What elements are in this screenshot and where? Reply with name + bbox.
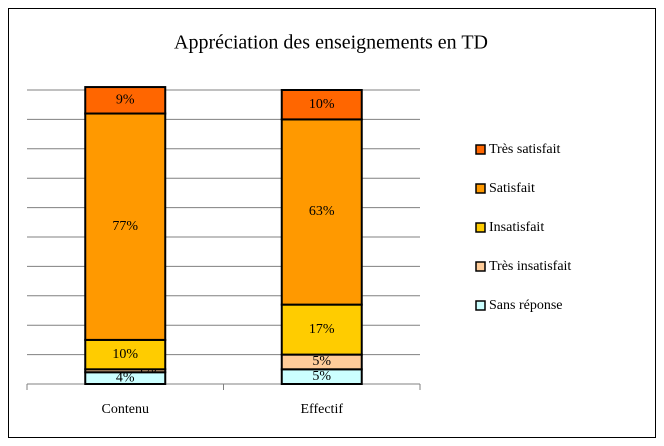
- bar-segment: [280, 118, 363, 306]
- chart-title: Appréciation des enseignements en TD: [174, 32, 488, 54]
- bar-segment: [280, 303, 363, 356]
- legend-label: Sans réponse: [489, 298, 563, 313]
- data-label: 77%: [112, 219, 138, 234]
- legend-label: Satisfait: [489, 181, 535, 196]
- legend-swatch: [475, 300, 486, 311]
- bar-segment: [84, 338, 167, 371]
- data-label: 63%: [309, 204, 335, 219]
- bar-segment: [84, 86, 167, 115]
- data-label: 9%: [116, 93, 135, 108]
- x-tick-label: Contenu: [102, 402, 149, 417]
- legend-swatch: [475, 222, 486, 233]
- data-label: 10%: [309, 97, 335, 112]
- x-tick-label: Effectif: [301, 402, 344, 417]
- data-label: 17%: [309, 322, 335, 337]
- data-label: 5%: [312, 369, 331, 384]
- legend-label: Très insatisfait: [489, 259, 571, 274]
- bar-segment: [280, 89, 363, 121]
- legend-swatch: [475, 144, 486, 155]
- legend-label: Très satisfait: [489, 142, 561, 157]
- data-label: 5%: [312, 354, 331, 369]
- legend-swatch: [475, 261, 486, 272]
- legend-label: Insatisfait: [489, 220, 544, 235]
- data-label: 10%: [112, 347, 138, 362]
- bar-segment: [84, 112, 167, 341]
- data-label: 4%: [116, 370, 135, 385]
- legend-swatch: [475, 183, 486, 194]
